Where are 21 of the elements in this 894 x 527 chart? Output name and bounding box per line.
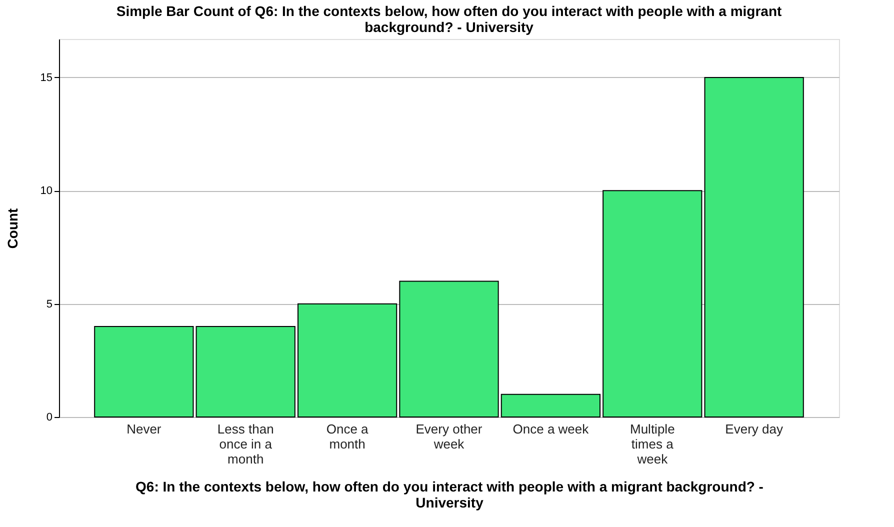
x-tick-label: Every day xyxy=(725,422,784,436)
y-tick-label: 15 xyxy=(40,72,52,84)
y-tick-label: 10 xyxy=(40,185,52,198)
x-tick-label: Once a month xyxy=(326,422,370,452)
x-tick-label: Never xyxy=(126,422,162,436)
bar xyxy=(602,190,702,418)
bar xyxy=(704,76,804,418)
bar xyxy=(94,326,194,418)
bar xyxy=(500,394,601,418)
bar xyxy=(297,303,398,418)
x-tick-label: Multiple times a week xyxy=(630,422,675,466)
x-tick-label: Less than once in a month xyxy=(217,422,274,466)
y-tick-label: 0 xyxy=(46,412,52,424)
y-tick-label: 5 xyxy=(46,298,52,310)
bar xyxy=(399,280,499,418)
x-tick-label: Once a week xyxy=(512,422,590,436)
x-axis-title: Q6: In the contexts below, how often do you interact with people with a migrant background? - University xyxy=(136,478,764,510)
y-axis-title: Count xyxy=(4,208,20,249)
chart-title: Simple Bar Count of Q6: In the contexts below, how often do you interact with people with a migrant background? - University xyxy=(116,3,782,35)
bar xyxy=(196,326,296,418)
x-tick-label: Every other week xyxy=(416,422,483,452)
